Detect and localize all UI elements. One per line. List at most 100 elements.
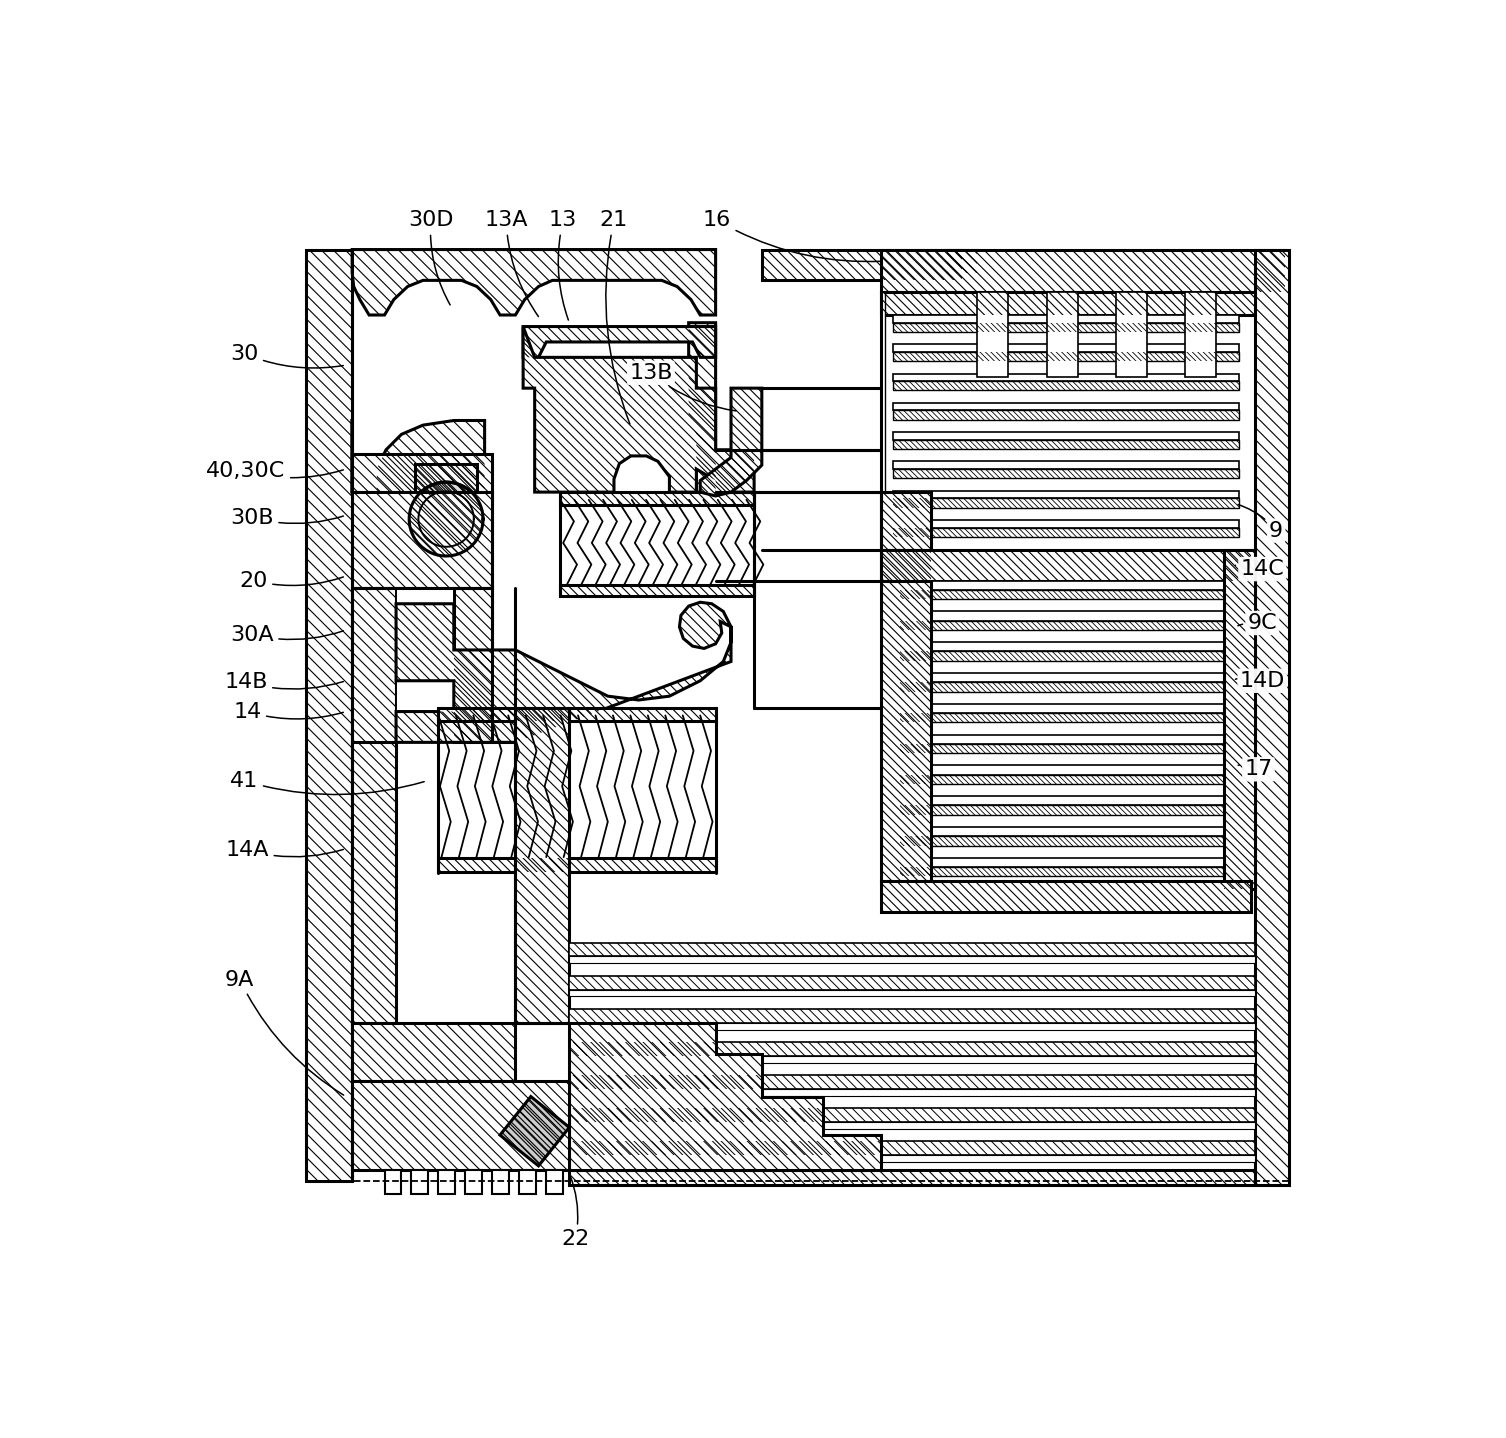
Bar bbox=[1185, 292, 1217, 377]
Polygon shape bbox=[396, 603, 730, 742]
Text: 13B: 13B bbox=[630, 362, 736, 411]
Polygon shape bbox=[881, 292, 886, 549]
Bar bbox=[465, 1169, 482, 1195]
Polygon shape bbox=[569, 1043, 1254, 1055]
Bar bbox=[893, 374, 1239, 381]
Polygon shape bbox=[762, 250, 962, 280]
Polygon shape bbox=[410, 482, 483, 557]
Polygon shape bbox=[416, 463, 477, 492]
Polygon shape bbox=[569, 1009, 1254, 1022]
Text: 14C: 14C bbox=[1235, 559, 1285, 580]
Polygon shape bbox=[352, 1081, 569, 1169]
Text: 14D: 14D bbox=[1235, 670, 1285, 690]
Bar bbox=[901, 858, 1224, 867]
Text: 30D: 30D bbox=[408, 210, 453, 305]
Bar bbox=[901, 827, 1224, 837]
Polygon shape bbox=[893, 352, 1239, 361]
Text: 40,30C: 40,30C bbox=[206, 462, 343, 482]
Bar bbox=[893, 490, 1239, 499]
Bar bbox=[901, 765, 1224, 775]
Text: 41: 41 bbox=[230, 771, 425, 795]
Polygon shape bbox=[881, 292, 1254, 315]
Polygon shape bbox=[1224, 549, 1254, 889]
Bar bbox=[520, 1169, 536, 1195]
Text: 16: 16 bbox=[703, 210, 883, 262]
Polygon shape bbox=[881, 549, 931, 581]
Bar bbox=[1116, 292, 1146, 377]
Polygon shape bbox=[569, 1109, 1254, 1122]
Polygon shape bbox=[901, 743, 1224, 754]
Polygon shape bbox=[893, 469, 1239, 479]
Polygon shape bbox=[901, 713, 1224, 722]
Polygon shape bbox=[901, 682, 1224, 692]
Polygon shape bbox=[901, 651, 1224, 660]
Text: 9: 9 bbox=[1238, 505, 1283, 541]
Polygon shape bbox=[881, 250, 1286, 292]
Bar bbox=[901, 611, 1224, 621]
Bar bbox=[547, 1169, 563, 1195]
Polygon shape bbox=[901, 775, 1224, 784]
Bar bbox=[411, 1169, 428, 1195]
Polygon shape bbox=[893, 381, 1239, 391]
Bar bbox=[1047, 292, 1077, 377]
Polygon shape bbox=[881, 581, 931, 881]
Polygon shape bbox=[352, 588, 396, 742]
Polygon shape bbox=[901, 867, 1224, 876]
Polygon shape bbox=[901, 805, 1224, 815]
Polygon shape bbox=[569, 1024, 881, 1169]
Bar bbox=[893, 344, 1239, 352]
Polygon shape bbox=[688, 322, 715, 492]
Text: 14: 14 bbox=[233, 702, 343, 722]
Text: 20: 20 bbox=[239, 571, 343, 591]
Bar bbox=[438, 1169, 455, 1195]
Bar bbox=[901, 581, 1224, 590]
Polygon shape bbox=[901, 590, 1224, 600]
Polygon shape bbox=[500, 1097, 569, 1166]
Bar bbox=[569, 989, 1254, 997]
Bar bbox=[977, 292, 1008, 377]
Text: 30B: 30B bbox=[230, 508, 343, 528]
Bar bbox=[901, 673, 1224, 682]
Bar bbox=[893, 403, 1239, 410]
Polygon shape bbox=[569, 942, 1254, 956]
Polygon shape bbox=[569, 1076, 1254, 1089]
Bar bbox=[901, 797, 1224, 805]
Polygon shape bbox=[1254, 250, 1289, 1185]
Polygon shape bbox=[881, 492, 931, 549]
Text: 21: 21 bbox=[599, 210, 630, 424]
Polygon shape bbox=[569, 975, 1254, 989]
Polygon shape bbox=[515, 707, 569, 1024]
Polygon shape bbox=[893, 528, 1239, 536]
Bar bbox=[569, 1089, 1254, 1096]
Bar bbox=[396, 588, 453, 742]
Polygon shape bbox=[881, 549, 1251, 581]
Bar bbox=[893, 519, 1239, 528]
Polygon shape bbox=[901, 621, 1224, 630]
Bar bbox=[893, 462, 1239, 469]
Bar bbox=[569, 1055, 1254, 1063]
Polygon shape bbox=[893, 410, 1239, 420]
Bar bbox=[569, 1022, 1254, 1030]
Polygon shape bbox=[352, 418, 485, 492]
Text: 30A: 30A bbox=[230, 624, 343, 644]
Bar bbox=[569, 1155, 1254, 1162]
Polygon shape bbox=[453, 588, 492, 742]
Polygon shape bbox=[523, 326, 715, 358]
Polygon shape bbox=[569, 1169, 1254, 1185]
Polygon shape bbox=[901, 837, 1224, 846]
Polygon shape bbox=[893, 499, 1239, 508]
Text: 9C: 9C bbox=[1238, 613, 1277, 633]
Text: 14B: 14B bbox=[224, 673, 343, 692]
Polygon shape bbox=[523, 326, 755, 492]
Bar bbox=[893, 315, 1239, 322]
Bar bbox=[569, 956, 1254, 963]
Polygon shape bbox=[352, 453, 492, 492]
Polygon shape bbox=[306, 250, 352, 1181]
Text: 13A: 13A bbox=[485, 210, 539, 316]
Polygon shape bbox=[560, 492, 755, 505]
Bar bbox=[893, 431, 1239, 440]
Text: 9A: 9A bbox=[224, 969, 343, 1096]
Bar bbox=[384, 1169, 402, 1195]
Polygon shape bbox=[881, 881, 1251, 912]
Bar bbox=[901, 735, 1224, 743]
